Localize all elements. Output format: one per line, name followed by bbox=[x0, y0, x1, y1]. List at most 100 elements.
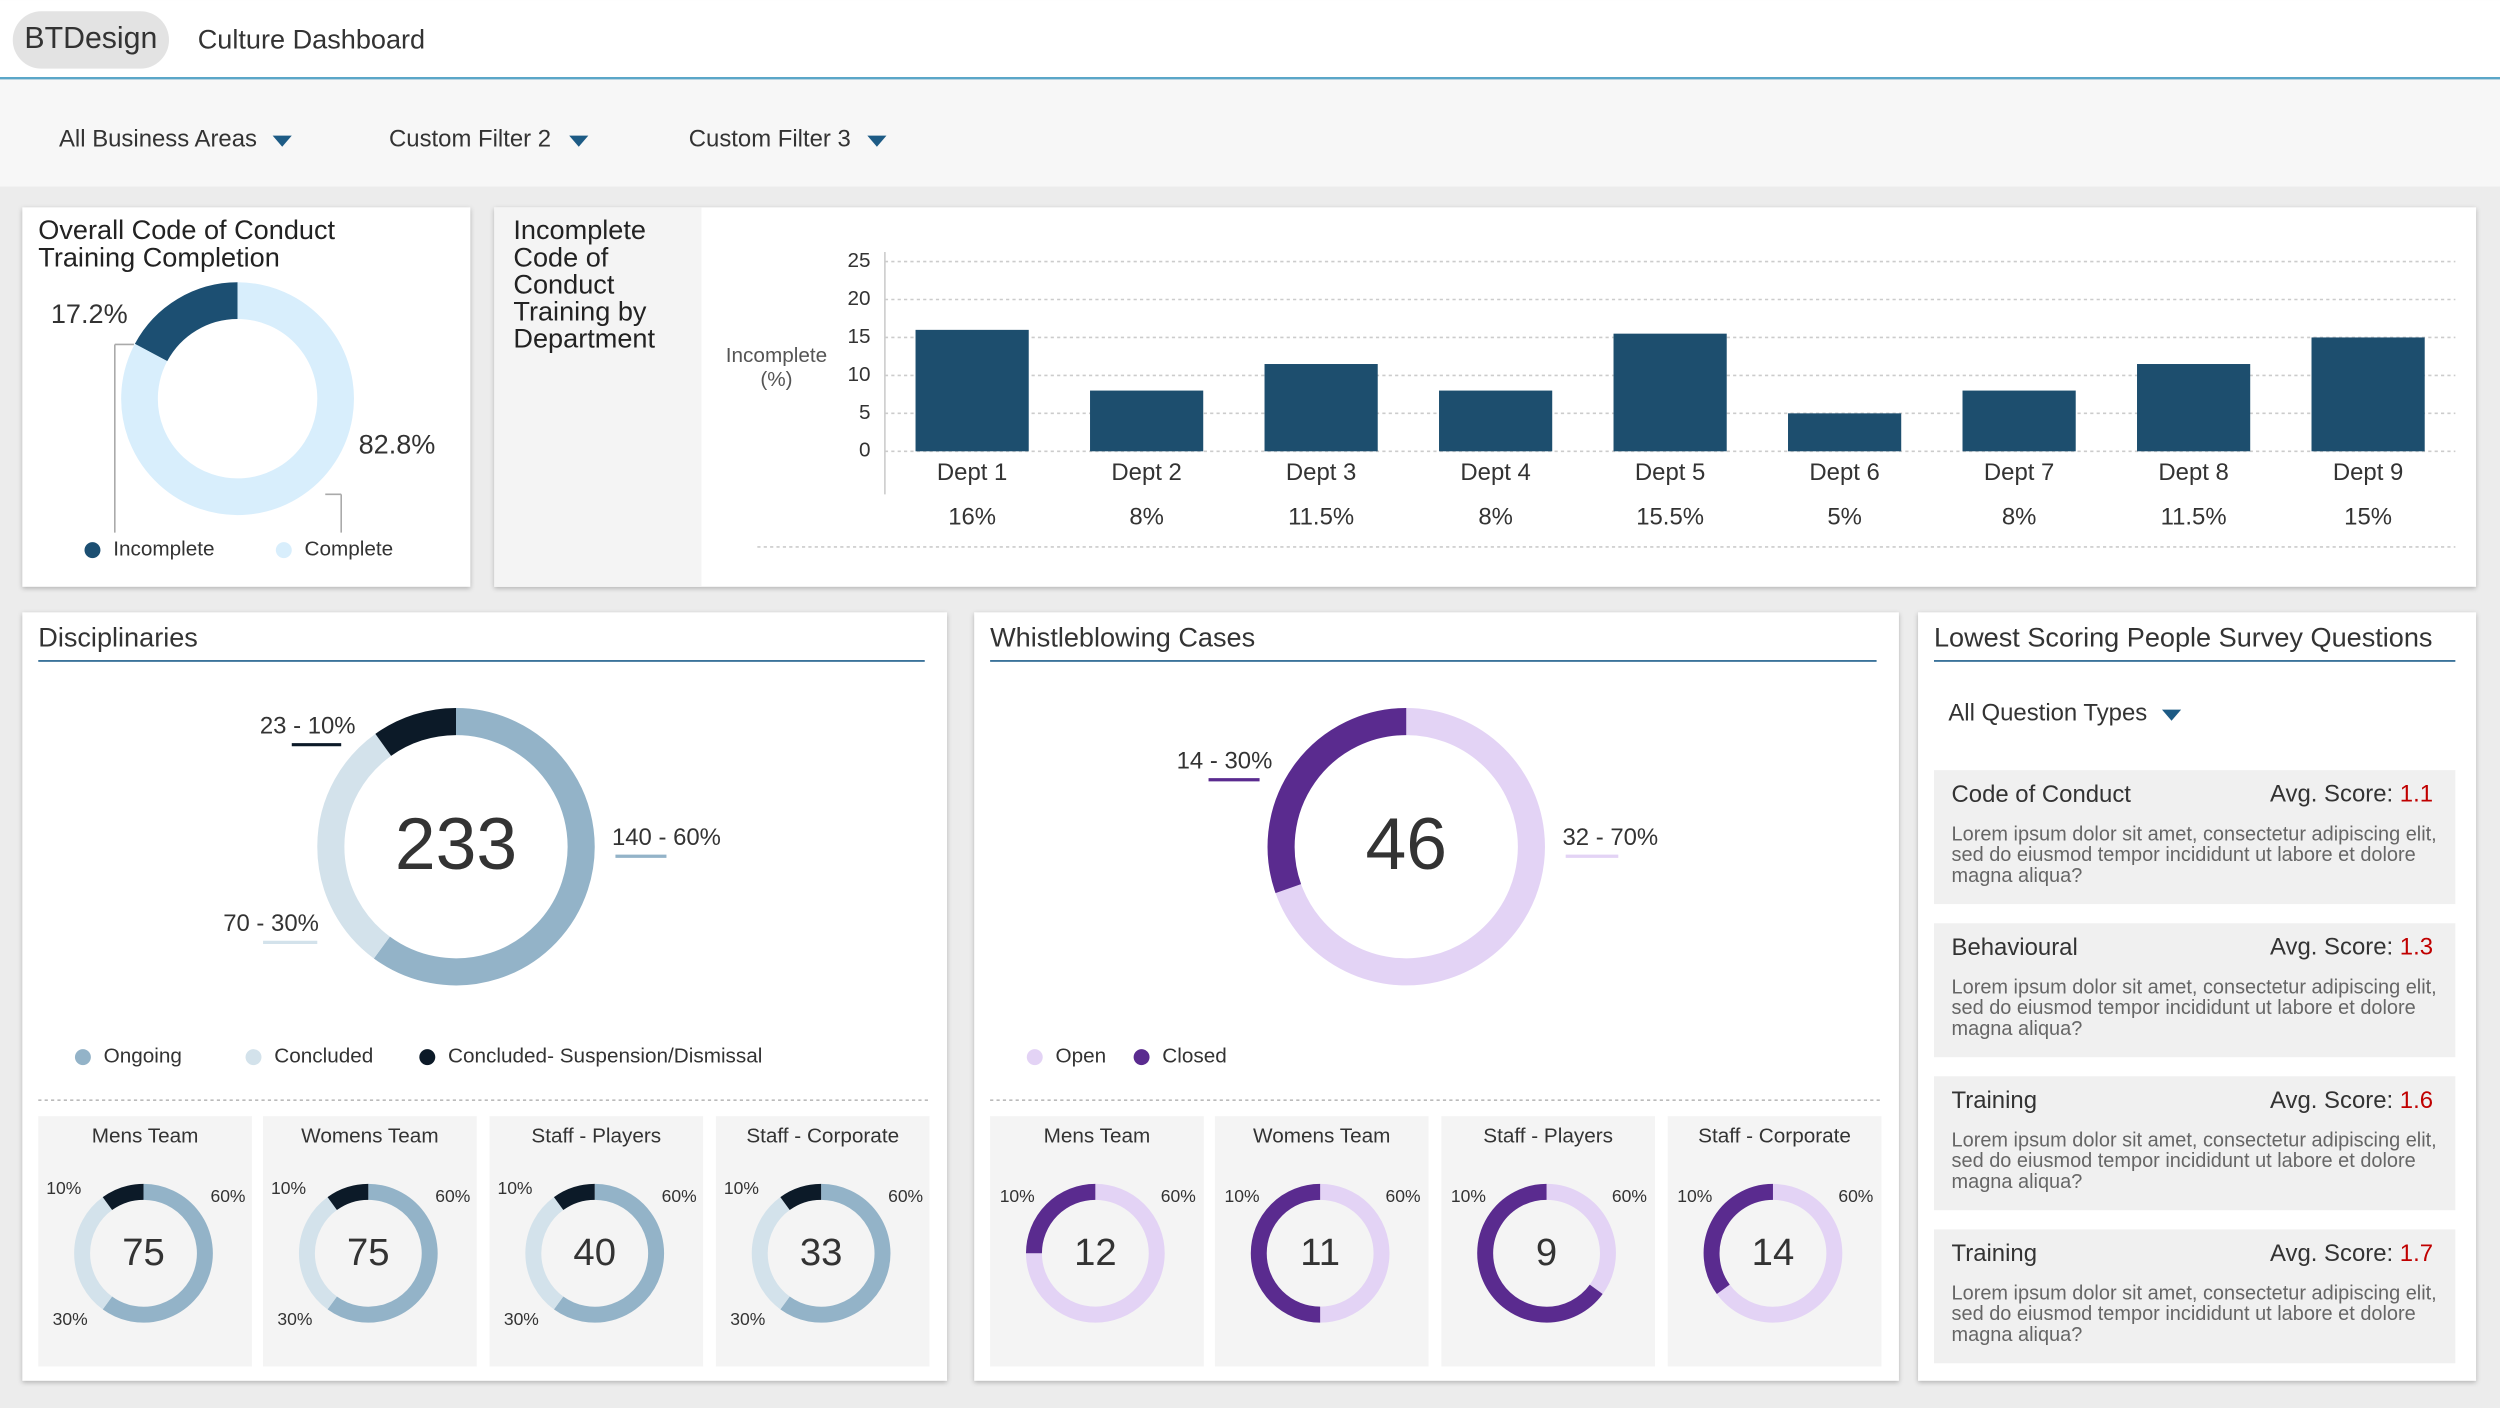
value-label: 140 - 60% bbox=[612, 824, 721, 851]
value-label: 8% bbox=[2002, 504, 2037, 531]
sub-label: 60% bbox=[210, 1186, 245, 1206]
brand[interactable]: BTDesign bbox=[24, 22, 157, 55]
value-label: 23 - 10% bbox=[260, 712, 356, 739]
value-label: 8% bbox=[1129, 504, 1164, 531]
dropdown-arrow[interactable] bbox=[2161, 709, 2182, 721]
y-tick-label: 25 bbox=[847, 249, 870, 272]
donut-segment bbox=[327, 1183, 438, 1323]
legend-marker bbox=[419, 1049, 436, 1066]
donut-segment bbox=[1477, 1183, 1603, 1323]
donut-segment bbox=[1275, 707, 1545, 986]
donut-segment bbox=[780, 1183, 891, 1323]
x-tick-label: Dept 6 bbox=[1809, 459, 1879, 486]
score-value: 1.3 bbox=[2400, 934, 2433, 961]
score-label: Avg. Score: bbox=[2270, 781, 2400, 808]
score: Avg. Score: 1.1 bbox=[2270, 781, 2433, 808]
legend-marker bbox=[84, 542, 101, 559]
score-label: Avg. Score: bbox=[2270, 934, 2400, 961]
donut-segment bbox=[375, 707, 457, 757]
sub-label: 10% bbox=[724, 1178, 759, 1198]
legend-label: Concluded- Suspension/Dismissal bbox=[448, 1045, 762, 1068]
y-tick-label: 20 bbox=[847, 287, 870, 310]
total: 46 bbox=[1365, 803, 1447, 885]
question-text: Lorem ipsum dolor sit amet, consectetur … bbox=[1951, 977, 2437, 1040]
sub-label: 30% bbox=[504, 1309, 539, 1329]
sub-label: 30% bbox=[53, 1309, 88, 1329]
donut-segment bbox=[1267, 707, 1407, 894]
brand-pill[interactable] bbox=[12, 11, 170, 69]
question-text: Lorem ipsum dolor sit amet, consectetur … bbox=[1951, 1283, 2437, 1346]
dropdown-arrow[interactable] bbox=[272, 135, 292, 147]
sub-title: Mens Team bbox=[1044, 1124, 1151, 1147]
donut-segment bbox=[102, 1183, 144, 1211]
filter[interactable]: Custom Filter 3 bbox=[689, 126, 851, 153]
sub-title: Mens Team bbox=[92, 1124, 199, 1147]
sub-title: Staff - Corporate bbox=[1698, 1124, 1851, 1147]
sub-label: 60% bbox=[888, 1186, 923, 1206]
sub-card bbox=[1441, 1116, 1655, 1367]
legend-label: Concluded bbox=[274, 1045, 373, 1068]
x-tick-label: Dept 1 bbox=[937, 459, 1007, 486]
y-tick-label: 10 bbox=[847, 363, 870, 386]
filter[interactable]: All Question Types bbox=[1948, 700, 2147, 727]
score-label: Avg. Score: bbox=[2270, 1087, 2400, 1114]
sub-total: 11 bbox=[1300, 1231, 1340, 1274]
card-side bbox=[494, 207, 702, 587]
card bbox=[22, 207, 471, 587]
sub-label: 10% bbox=[1000, 1186, 1035, 1206]
x-tick-label: Dept 5 bbox=[1635, 459, 1705, 486]
panel-title: Disciplinaries bbox=[38, 622, 198, 653]
legend-label: Closed bbox=[1162, 1045, 1227, 1068]
filter[interactable]: All Business Areas bbox=[59, 126, 257, 153]
donut-segment bbox=[1250, 1183, 1321, 1323]
score: Avg. Score: 1.3 bbox=[2270, 934, 2433, 961]
value-label: 15% bbox=[2344, 504, 2392, 531]
chart-title: Overall Code of Conduct Training Complet… bbox=[38, 216, 336, 273]
sub-label: 10% bbox=[1451, 1186, 1486, 1206]
value-label: 11.5% bbox=[1288, 504, 1354, 531]
bar bbox=[1439, 390, 1553, 452]
sub-label: 30% bbox=[730, 1309, 765, 1329]
panel-title: Lowest Scoring People Survey Questions bbox=[1934, 622, 2433, 653]
sub-card bbox=[715, 1116, 930, 1367]
legend-label: Open bbox=[1055, 1045, 1106, 1068]
question-text: Lorem ipsum dolor sit amet, consectetur … bbox=[1951, 1130, 2437, 1193]
value-label: 14 - 30% bbox=[1177, 748, 1273, 775]
dropdown-arrow[interactable] bbox=[569, 135, 589, 147]
y-tick-label: 15 bbox=[847, 325, 870, 348]
bar bbox=[1962, 390, 2076, 452]
value-label: 11.5% bbox=[2161, 504, 2227, 531]
question-category: Behavioural bbox=[1952, 934, 2078, 961]
donut-segment bbox=[134, 282, 239, 362]
sub-label: 60% bbox=[435, 1186, 470, 1206]
legend-marker bbox=[1133, 1049, 1150, 1066]
sub-label: 60% bbox=[662, 1186, 697, 1206]
question-category: Training bbox=[1952, 1240, 2037, 1267]
filter[interactable]: Custom Filter 2 bbox=[389, 126, 551, 153]
score: Avg. Score: 1.7 bbox=[2270, 1240, 2433, 1267]
donut-segment bbox=[751, 1197, 790, 1310]
x-tick-label: Dept 7 bbox=[1984, 459, 2054, 486]
bar bbox=[1264, 364, 1378, 452]
value-label: 16% bbox=[948, 504, 996, 531]
bar bbox=[1090, 390, 1204, 452]
sub-total: 75 bbox=[122, 1231, 165, 1274]
y-axis-label-box: Incomplete (%) bbox=[726, 343, 827, 391]
donut-segment bbox=[121, 282, 354, 515]
bar bbox=[2311, 337, 2425, 452]
bar bbox=[2137, 364, 2251, 452]
question-card bbox=[1933, 770, 2456, 905]
dropdown-arrow[interactable] bbox=[867, 135, 887, 147]
value-label: 70 - 30% bbox=[223, 910, 319, 937]
donut-segment bbox=[1025, 1183, 1165, 1323]
donut-segment bbox=[327, 1183, 369, 1211]
sub-total: 33 bbox=[800, 1231, 843, 1274]
x-tick-label: Dept 9 bbox=[2333, 459, 2403, 486]
score: Avg. Score: 1.6 bbox=[2270, 1087, 2433, 1114]
donut-segment bbox=[1703, 1183, 1774, 1295]
sub-total: 12 bbox=[1074, 1231, 1117, 1274]
question-card bbox=[1933, 1076, 2456, 1211]
filter-bar bbox=[0, 79, 2500, 187]
donut-segment bbox=[1716, 1183, 1843, 1323]
question-text-box: Lorem ipsum dolor sit amet, consectetur … bbox=[1951, 1283, 2437, 1346]
